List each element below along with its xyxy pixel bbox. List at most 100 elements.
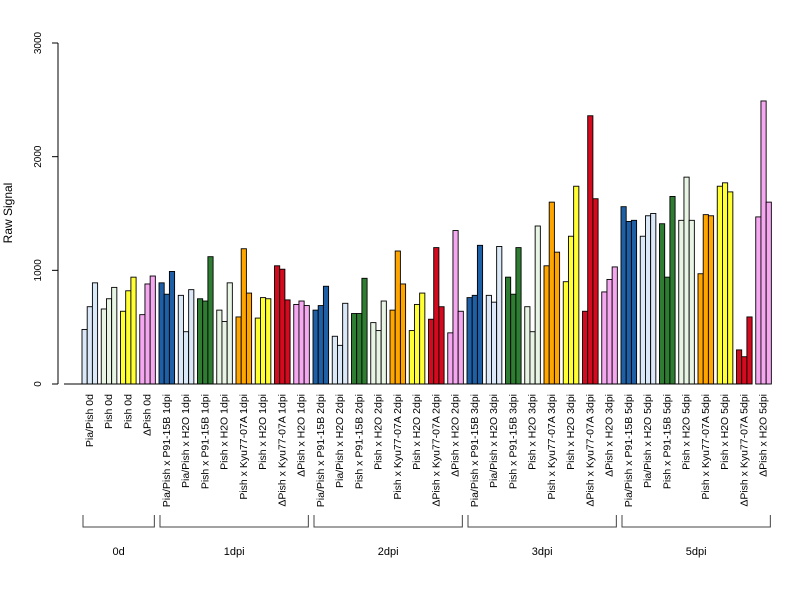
bar — [207, 256, 214, 385]
bar — [553, 251, 561, 385]
bar — [630, 219, 638, 385]
x-tick-label: Pia/Pish x P91-15B 3dpi — [469, 394, 481, 507]
bar — [452, 230, 459, 385]
x-tick-label: Pish x H2O 5dpi — [681, 394, 693, 470]
bar — [428, 318, 435, 385]
group-bracket — [159, 515, 309, 528]
bar — [221, 321, 228, 385]
bar — [197, 298, 204, 385]
bar — [515, 247, 522, 385]
bar — [322, 285, 330, 385]
bars — [81, 100, 772, 385]
bar — [722, 182, 729, 385]
bar — [529, 331, 536, 385]
x-tick-label: Pia/Pish x H2O 1dpi — [180, 394, 192, 488]
bar — [168, 271, 176, 385]
bar — [457, 310, 464, 385]
bar — [534, 225, 541, 385]
bar — [274, 265, 281, 385]
x-tick-label: Pia/Pish x H2O 3dpi — [488, 394, 500, 488]
bar — [664, 276, 671, 385]
bar — [265, 298, 272, 385]
group-label: 3dpi — [532, 546, 553, 558]
bar — [298, 300, 305, 385]
group-brackets: 0d 1dpi 2dpi 3dpi 5dpi — [82, 515, 771, 558]
bar — [755, 216, 762, 385]
bar — [245, 292, 253, 385]
y-tick-label: 3000 — [33, 31, 44, 54]
bar — [548, 201, 555, 385]
bar — [611, 266, 618, 385]
bar — [466, 297, 473, 385]
x-tick-label: ΔPish 0d — [142, 394, 154, 436]
x-tick-label: ΔPish x H2O 1dpi — [296, 394, 308, 477]
bar — [279, 268, 286, 385]
bar — [312, 309, 319, 385]
bar — [389, 309, 396, 385]
bar — [188, 289, 195, 385]
x-tick-label: Pish x H2O 3dpi — [565, 394, 577, 470]
bar — [727, 191, 734, 385]
bar — [471, 294, 478, 385]
bar — [659, 223, 666, 385]
bar — [433, 247, 440, 385]
x-tick-label: Pish x P91-15B 1dpi — [199, 394, 211, 489]
x-tick-label: Pia/Pish x P91-15B 1dpi — [161, 394, 173, 507]
x-tick-label: Pish x Kyu77-07A 2dpi — [392, 394, 404, 500]
bar — [650, 213, 657, 385]
x-tick-label: Pish x Kyu77-07A 1dpi — [238, 394, 250, 500]
bar — [702, 214, 709, 385]
group-label: 0d — [113, 546, 125, 558]
x-tick-label: ΔPish x Kyu77-07A 3dpi — [584, 394, 596, 507]
bar — [697, 273, 704, 385]
x-tick-label: Pish x Kyu77-07A 3dpi — [546, 394, 558, 500]
bar — [760, 100, 767, 385]
x-tick-label: ΔPish x Kyu77-07A 5dpi — [738, 394, 750, 507]
bar — [645, 215, 652, 385]
bar — [216, 309, 223, 385]
x-tick-label: ΔPish x Kyu77-07A 1dpi — [276, 394, 288, 507]
group-label: 2dpi — [378, 546, 399, 558]
y-axis: 0 1000 2000 3000 — [33, 31, 59, 387]
x-tick-label: Pish x H2O 1dpi — [257, 394, 269, 470]
y-tick-label: 0 — [33, 381, 44, 387]
bar — [601, 291, 608, 385]
bar — [149, 275, 156, 385]
bar — [496, 246, 503, 385]
bar — [130, 276, 137, 385]
bar — [505, 276, 512, 385]
bar — [235, 316, 242, 385]
bar — [741, 356, 748, 385]
bar — [582, 310, 589, 385]
bar — [226, 282, 233, 385]
bar — [356, 313, 363, 385]
y-axis-label: Raw Signal — [1, 183, 15, 244]
bar — [254, 317, 261, 385]
x-tick-label: Pish x P91-15B 2dpi — [353, 394, 365, 489]
bar — [91, 282, 99, 385]
bar — [669, 195, 676, 385]
bar — [182, 331, 190, 385]
x-tick-label: Pia/Pish x H2O 2dpi — [334, 394, 346, 488]
x-tick-label: ΔPish x H2O 3dpi — [604, 394, 616, 477]
x-tick-label: Pia/Pish x P91-15B 5dpi — [623, 394, 635, 507]
group-bracket — [313, 515, 463, 528]
group-bracket — [467, 515, 617, 528]
bar — [716, 185, 723, 385]
group-bracket — [82, 515, 155, 528]
bar — [639, 235, 646, 385]
bar — [380, 300, 387, 385]
x-tick-label: Pish x Kyu77-07A 5dpi — [700, 394, 712, 500]
bar — [485, 294, 492, 385]
bar — [81, 328, 88, 385]
bar — [408, 330, 415, 385]
bar — [317, 305, 324, 385]
x-tick-label: Pish x H2O 3dpi — [527, 394, 539, 470]
bar — [573, 185, 580, 385]
x-tick-label: Pish x H2O 1dpi — [219, 394, 231, 470]
bar — [370, 322, 377, 385]
bar — [342, 302, 349, 385]
bar — [260, 297, 267, 385]
bar — [587, 115, 594, 385]
x-tick-label: ΔPish x H2O 5dpi — [758, 394, 770, 477]
